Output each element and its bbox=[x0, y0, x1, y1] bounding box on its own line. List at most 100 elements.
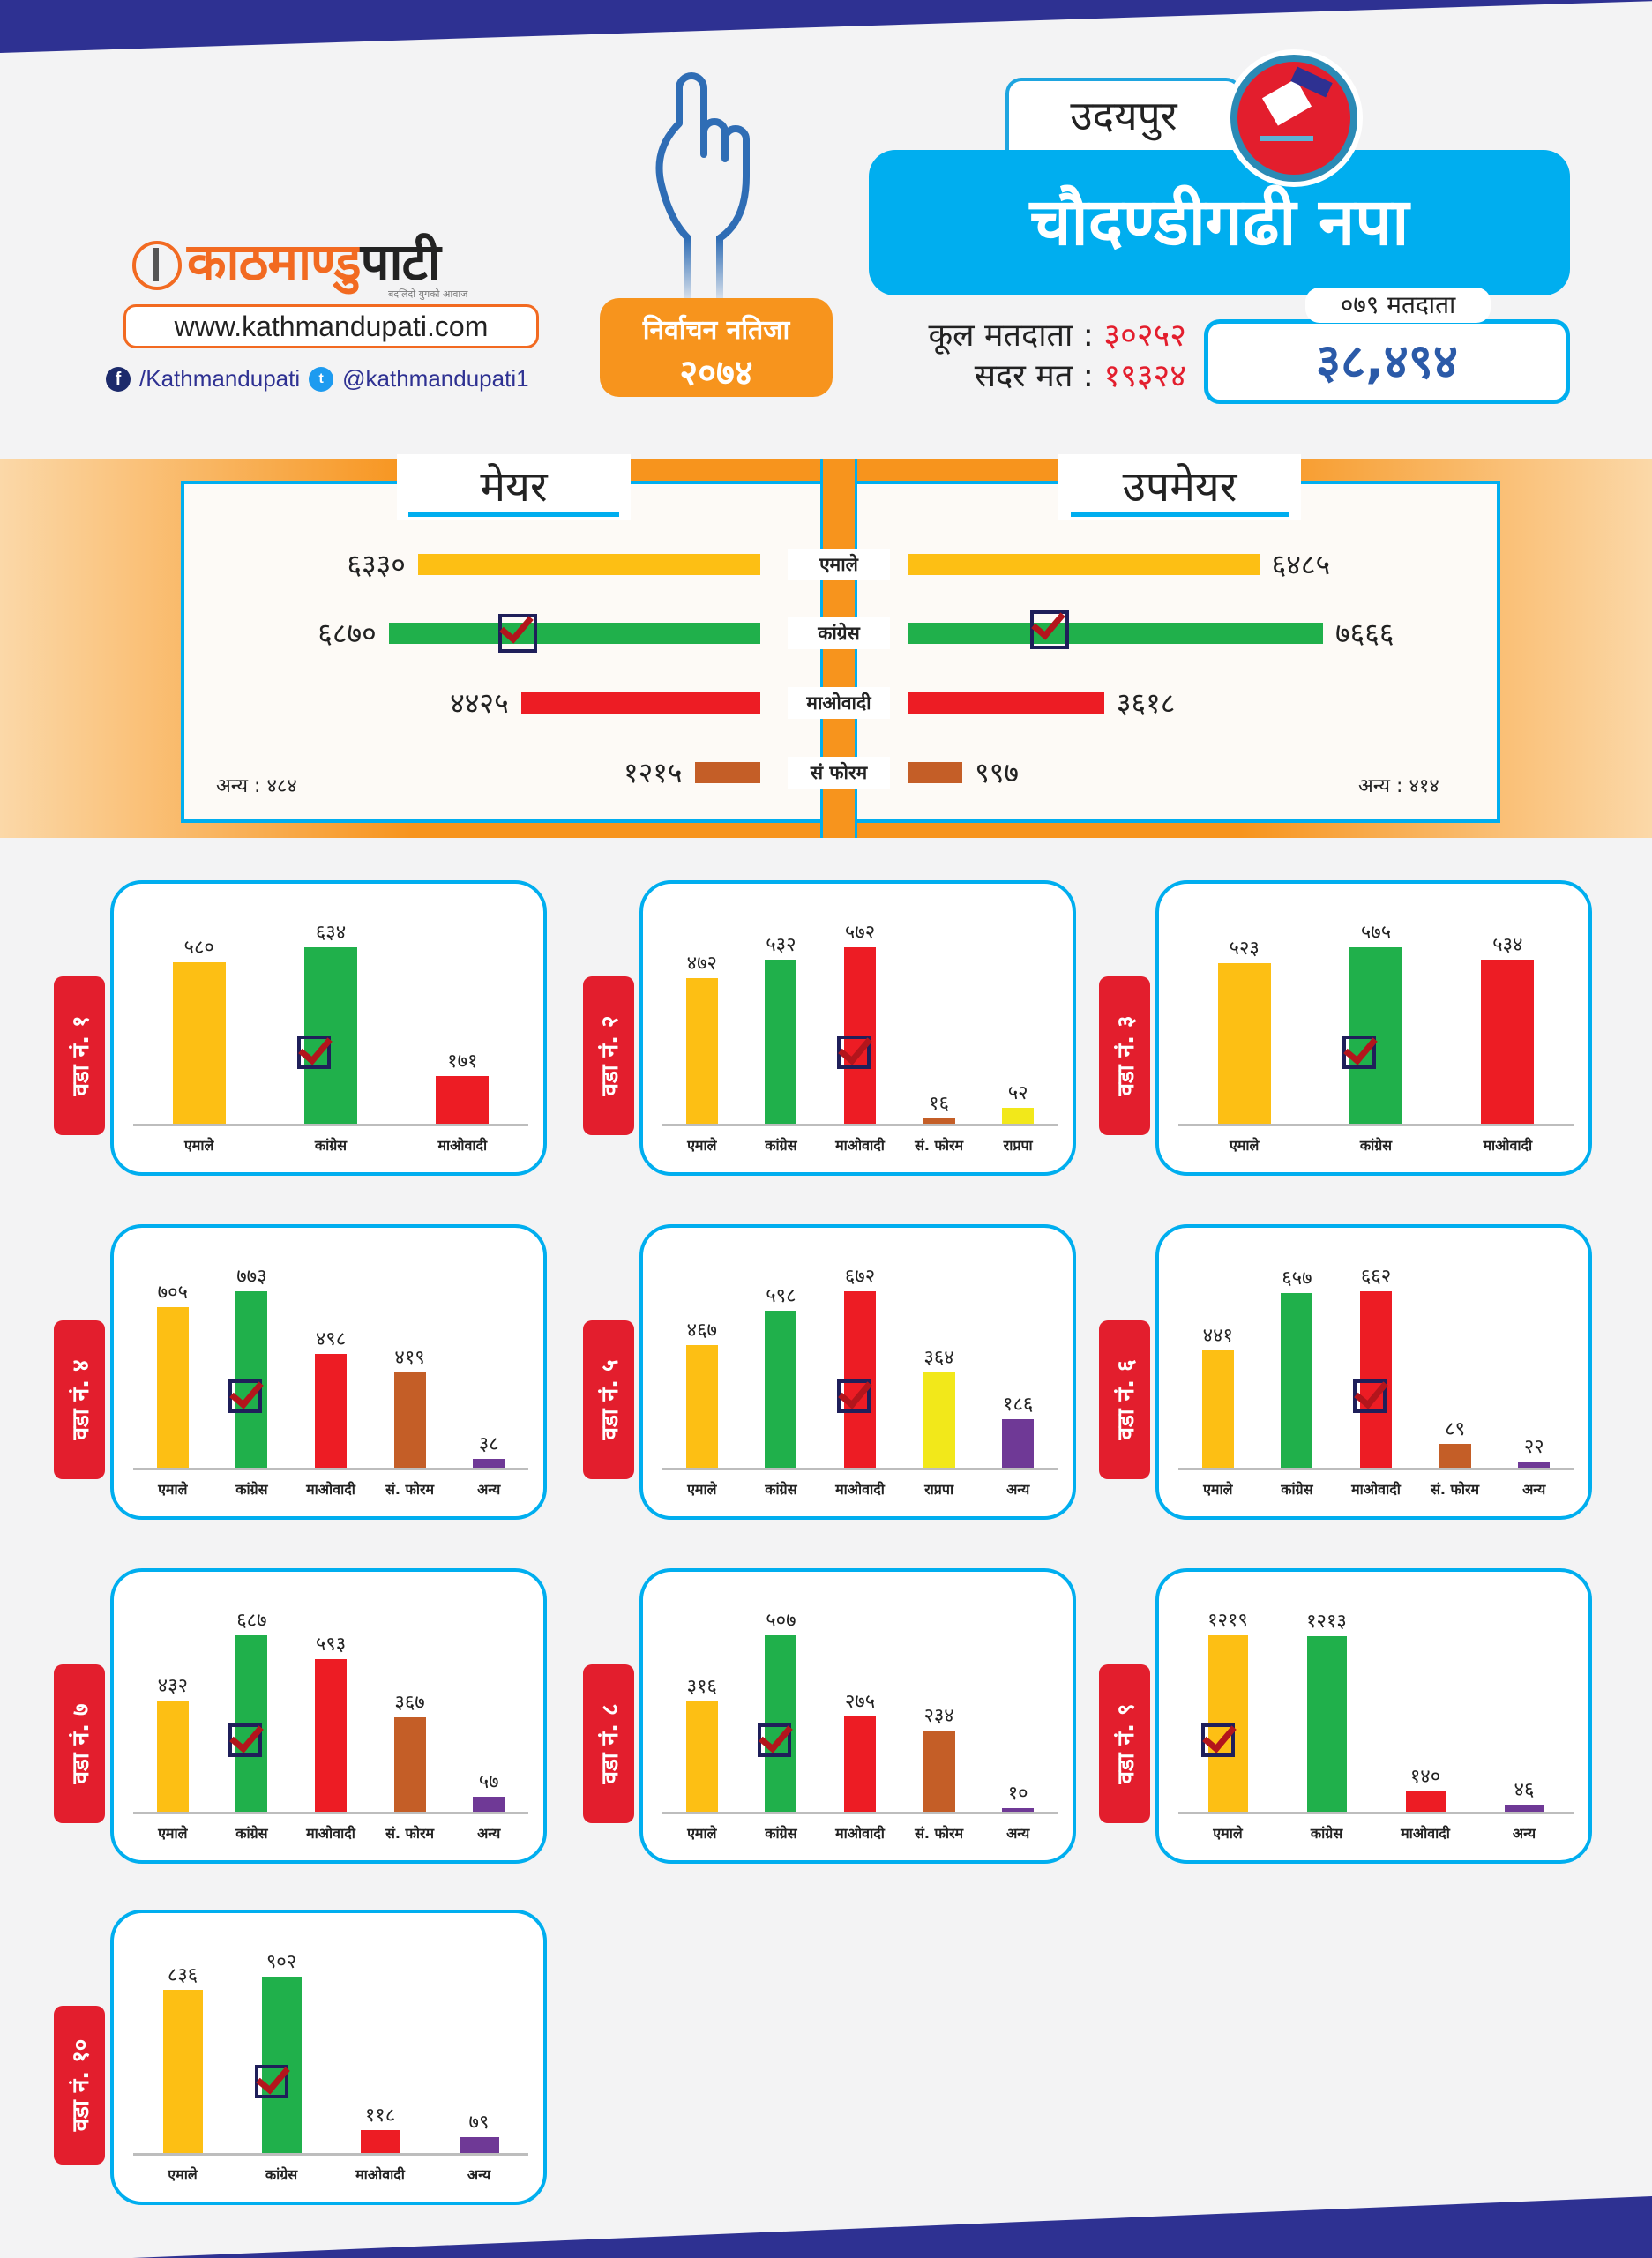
bar-value-label: ५०७ bbox=[766, 1610, 796, 1632]
municipality-title: चौदण्डीगढी नपा bbox=[869, 150, 1570, 295]
chart-baseline bbox=[133, 1124, 528, 1126]
ward-label-tag: वडा नं. ८ bbox=[583, 1664, 634, 1823]
bar-value-label: २२ bbox=[1523, 1436, 1544, 1459]
ward-label-tag: वडा नं. २ bbox=[583, 976, 634, 1135]
bar-other bbox=[1504, 1805, 1544, 1812]
bar-other bbox=[473, 1459, 505, 1468]
bar-value-label: ११८ bbox=[364, 2104, 396, 2127]
bar-category-label: कांग्रेस bbox=[314, 1137, 348, 1154]
voters-079-label: ०७९ मतदाता bbox=[1305, 288, 1491, 323]
voters-079-value: ३८,४९४ bbox=[1316, 333, 1458, 389]
mayor-value-forum: १२१५ bbox=[623, 756, 683, 789]
deputy-bar-forum bbox=[908, 762, 963, 783]
bar-value-label: ५३२ bbox=[766, 933, 796, 956]
bar-category-label: माओवादी bbox=[1351, 1481, 1401, 1498]
bar-value-label: ३६४ bbox=[923, 1346, 954, 1369]
bar-value-label: ५७ bbox=[478, 1771, 499, 1794]
winner-check-icon bbox=[254, 2065, 288, 2098]
bar-uml bbox=[162, 1989, 203, 2153]
bar-rpp bbox=[923, 1372, 955, 1468]
deputy-bar-maoist bbox=[908, 692, 1104, 714]
bar-maoist bbox=[436, 1076, 490, 1124]
ward-label: वडा नं. ७ bbox=[68, 1703, 94, 1784]
bar-category-label: माओवादी bbox=[1483, 1137, 1533, 1154]
bar-value-label: २३४ bbox=[923, 1704, 954, 1727]
bar-value-label: ६५७ bbox=[1282, 1267, 1312, 1290]
bar-category-label: एमाले bbox=[1213, 1825, 1243, 1842]
ward-label: वडा नं. ४ bbox=[68, 1359, 94, 1440]
deputy-title: उपमेयर bbox=[1122, 462, 1237, 512]
bar-congress bbox=[765, 1311, 797, 1468]
bar-category-label: एमाले bbox=[1203, 1481, 1233, 1498]
result-badge-year: २०७४ bbox=[679, 353, 753, 393]
bar-value-label: ४४१ bbox=[1202, 1324, 1233, 1347]
bar-maoist bbox=[315, 1659, 347, 1812]
bar-value-label: ३६७ bbox=[394, 1692, 425, 1715]
bar-maoist bbox=[844, 1716, 876, 1812]
ward-label-tag: वडा नं. ७ bbox=[54, 1664, 105, 1823]
valid-votes-label: सदर मत : bbox=[974, 358, 1094, 394]
bar-value-label: ४७२ bbox=[686, 952, 717, 975]
chart-baseline bbox=[662, 1468, 1058, 1470]
ward-chart-card: वडा नं. ५ ४६७ एमाले ५९८ कांग्रेस ६७२ माओवादी ३६… bbox=[583, 1224, 1076, 1520]
chart-baseline bbox=[1178, 1124, 1574, 1126]
winner-check-icon bbox=[1342, 1036, 1376, 1069]
top-band bbox=[0, 0, 1652, 53]
total-voters-label: कूल मतदाता : bbox=[928, 318, 1094, 354]
bar-congress bbox=[1281, 1292, 1313, 1468]
ward-label-tag: वडा नं. ३ bbox=[1099, 976, 1150, 1135]
bar-value-label: १२१३ bbox=[1306, 1610, 1347, 1633]
ward-chart-card: वडा नं. ८ ३१६ एमाले ५०७ कांग्रेस २७५ माओवादी २३… bbox=[583, 1568, 1076, 1864]
bar-category-label: माओवादी bbox=[835, 1137, 885, 1154]
deputy-section-tab: उपमेयर bbox=[1058, 454, 1301, 520]
bar-category-label: एमाले bbox=[687, 1825, 717, 1842]
bar-value-label: ७९ bbox=[468, 2112, 490, 2135]
bar-value-label: १० bbox=[1007, 1783, 1028, 1806]
twitter-handle[interactable]: @kathmandupati1 bbox=[342, 365, 529, 392]
bar-value-label: ६७२ bbox=[844, 1266, 876, 1288]
chart-baseline bbox=[133, 1468, 528, 1470]
facebook-handle[interactable]: /Kathmandupati bbox=[139, 365, 301, 392]
valid-votes-value: १९३२४ bbox=[1103, 358, 1186, 394]
chart-baseline bbox=[662, 1812, 1058, 1814]
website-link[interactable]: www.kathmandupati.com bbox=[123, 304, 539, 348]
bar-category-label: माओवादी bbox=[835, 1481, 885, 1498]
bar-category-label: सं. फोरम bbox=[915, 1137, 964, 1154]
bar-forum bbox=[393, 1372, 426, 1468]
deputy-value-uml: ६४८५ bbox=[1271, 548, 1331, 581]
bar-category-label: कांग्रेस bbox=[765, 1137, 797, 1154]
bar-value-label: ४६ bbox=[1514, 1779, 1535, 1802]
bar-category-label: अन्य bbox=[1512, 1825, 1536, 1842]
bar-category-label: माओवादी bbox=[835, 1825, 885, 1842]
brand-name-dark: पाटी bbox=[360, 232, 441, 292]
winner-check-icon bbox=[1200, 1723, 1235, 1757]
bar-category-label: अन्य bbox=[1522, 1481, 1546, 1498]
ward-label: वडा नं. ६ bbox=[1113, 1359, 1140, 1440]
bar-uml bbox=[156, 1701, 189, 1812]
result-badge-title: निर्वाचन नतिजा bbox=[642, 315, 790, 346]
bar-forum bbox=[393, 1717, 426, 1812]
bar-maoist bbox=[1481, 960, 1535, 1124]
voting-finger-icon bbox=[655, 72, 750, 309]
mayor-bar-congress bbox=[388, 623, 760, 644]
bar-value-label: ४६७ bbox=[686, 1320, 717, 1342]
bar-category-label: कांग्रेस bbox=[765, 1481, 797, 1498]
bar-category-label: एमाले bbox=[183, 1137, 214, 1154]
bar-value-label: ८९ bbox=[1445, 1418, 1466, 1441]
ward-label: वडा नं. २ bbox=[597, 1015, 624, 1096]
deputy-value-congress: ७६६६ bbox=[1335, 617, 1394, 650]
bar-value-label: ५९८ bbox=[766, 1285, 796, 1308]
ward-label: वडा नं. ९ bbox=[1113, 1703, 1140, 1784]
bar-value-label: ८३६ bbox=[167, 1963, 198, 1986]
bar-category-label: एमाले bbox=[687, 1137, 717, 1154]
ward-label: वडा नं. ३ bbox=[1113, 1015, 1140, 1096]
bar-category-label: माओवादी bbox=[355, 2166, 405, 2183]
bar-value-label: ५९३ bbox=[315, 1634, 347, 1656]
winner-check-icon bbox=[228, 1379, 263, 1413]
bar-value-label: ९०२ bbox=[265, 1951, 297, 1973]
bar-uml bbox=[156, 1306, 189, 1468]
bar-category-label: कांग्रेस bbox=[1281, 1481, 1313, 1498]
bar-uml bbox=[1201, 1350, 1234, 1468]
bar-uml bbox=[172, 962, 226, 1124]
bar-category-label: सं. फोरम bbox=[385, 1481, 435, 1498]
